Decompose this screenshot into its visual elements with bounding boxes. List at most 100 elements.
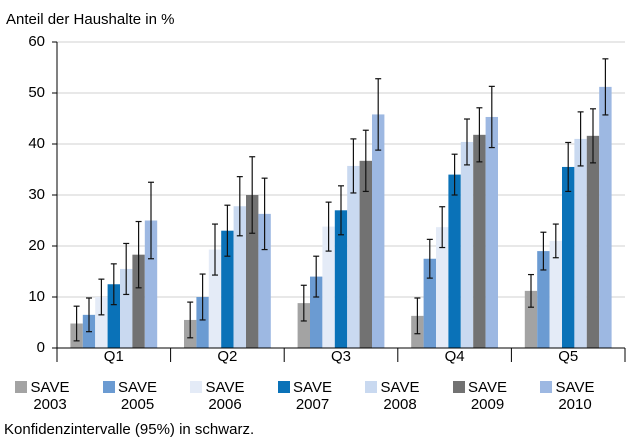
bar xyxy=(586,135,600,348)
error-bar xyxy=(577,111,584,167)
y-tick-label: 60 xyxy=(28,33,45,50)
bar xyxy=(297,303,310,348)
error-bar xyxy=(362,129,369,193)
legend-label: SAVE 2007 xyxy=(293,379,332,413)
bar xyxy=(95,297,108,348)
x-tick-label: Q5 xyxy=(558,348,578,365)
bar xyxy=(347,165,360,348)
x-tick-label: Q3 xyxy=(331,348,351,365)
y-axis-label: Anteil der Haushalte in % xyxy=(6,11,174,28)
legend-label: SAVE 2005 xyxy=(118,379,157,413)
footnote: Konfidenzintervalle (95%) in schwarz. xyxy=(4,421,254,438)
error-bar xyxy=(540,231,547,271)
error-bar xyxy=(199,273,206,321)
legend-swatch xyxy=(277,381,290,393)
bar xyxy=(196,297,209,348)
legend-item: SAVE 2007 xyxy=(277,379,340,413)
error-bar xyxy=(110,263,117,306)
error-bar xyxy=(98,278,105,316)
error-bar xyxy=(375,78,382,151)
error-bar xyxy=(313,255,320,298)
bar xyxy=(221,230,234,348)
bar xyxy=(132,254,145,348)
bar xyxy=(310,276,323,348)
error-bar xyxy=(464,118,470,166)
error-bar xyxy=(73,305,80,342)
bar xyxy=(537,251,550,348)
legend-label: SAVE 2006 xyxy=(205,379,245,413)
legend-swatch xyxy=(102,381,115,393)
error-bar xyxy=(590,108,596,164)
bar xyxy=(107,284,120,348)
bar xyxy=(359,160,372,348)
x-tick-label: Q1 xyxy=(104,348,124,365)
bar xyxy=(473,134,486,348)
error-bar xyxy=(300,284,307,322)
y-tick-label: 20 xyxy=(28,237,45,254)
bar xyxy=(322,226,335,348)
bar xyxy=(144,220,158,348)
bar xyxy=(485,116,498,348)
legend-label: SAVE 2003 xyxy=(30,379,70,413)
error-bar xyxy=(451,153,458,196)
bar xyxy=(562,166,575,348)
legend-item: SAVE 2003 xyxy=(15,379,77,413)
error-bar xyxy=(488,85,495,149)
bar xyxy=(120,268,133,348)
legend-label: SAVE 2009 xyxy=(468,379,507,413)
error-bar xyxy=(602,58,609,116)
bar xyxy=(574,138,587,348)
error-bar xyxy=(123,242,130,296)
legend-swatch xyxy=(15,381,27,393)
error-bar xyxy=(350,138,357,194)
legend-item: SAVE 2008 xyxy=(365,379,427,413)
legend-swatch xyxy=(540,381,552,393)
legend-swatch xyxy=(452,381,465,393)
error-bar xyxy=(552,223,559,259)
error-bar xyxy=(325,201,332,252)
y-tick-label: 40 xyxy=(28,135,45,152)
error-bar xyxy=(224,204,231,257)
bar xyxy=(334,210,348,348)
error-bar xyxy=(261,177,268,251)
error-bar xyxy=(249,156,256,234)
legend-item: SAVE 2009 xyxy=(452,379,515,413)
bar xyxy=(423,258,436,348)
bar xyxy=(524,290,538,348)
x-tick-label: Q2 xyxy=(217,348,237,365)
y-tick-label: 10 xyxy=(28,288,45,305)
error-bar xyxy=(476,107,483,163)
bar xyxy=(436,227,449,348)
bar xyxy=(549,240,562,348)
error-bar xyxy=(414,297,421,335)
legend-item: SAVE 2006 xyxy=(190,379,252,413)
legend-label: SAVE 2010 xyxy=(555,379,595,413)
error-bar xyxy=(187,301,194,339)
legend-swatch xyxy=(190,381,202,393)
error-bar xyxy=(212,223,218,276)
y-tick-label: 50 xyxy=(28,84,45,101)
error-bar xyxy=(439,206,446,249)
bar xyxy=(208,249,222,348)
bar xyxy=(599,86,612,348)
error-bar xyxy=(565,141,572,193)
bar xyxy=(258,213,271,348)
legend-item: SAVE 2005 xyxy=(102,379,165,413)
error-bar xyxy=(528,273,534,308)
legend-label: SAVE 2008 xyxy=(380,379,420,413)
error-bar xyxy=(135,220,142,289)
legend-item: SAVE 2010 xyxy=(540,379,602,413)
error-bar xyxy=(338,185,344,236)
error-bar xyxy=(426,238,433,279)
error-bar xyxy=(236,176,243,237)
bar xyxy=(246,195,259,348)
bar xyxy=(448,174,461,348)
bar xyxy=(372,114,385,348)
legend-swatch xyxy=(365,381,377,393)
error-bar xyxy=(148,181,154,260)
error-bar xyxy=(86,297,92,333)
x-tick-label: Q4 xyxy=(445,348,465,365)
bar xyxy=(233,206,246,348)
